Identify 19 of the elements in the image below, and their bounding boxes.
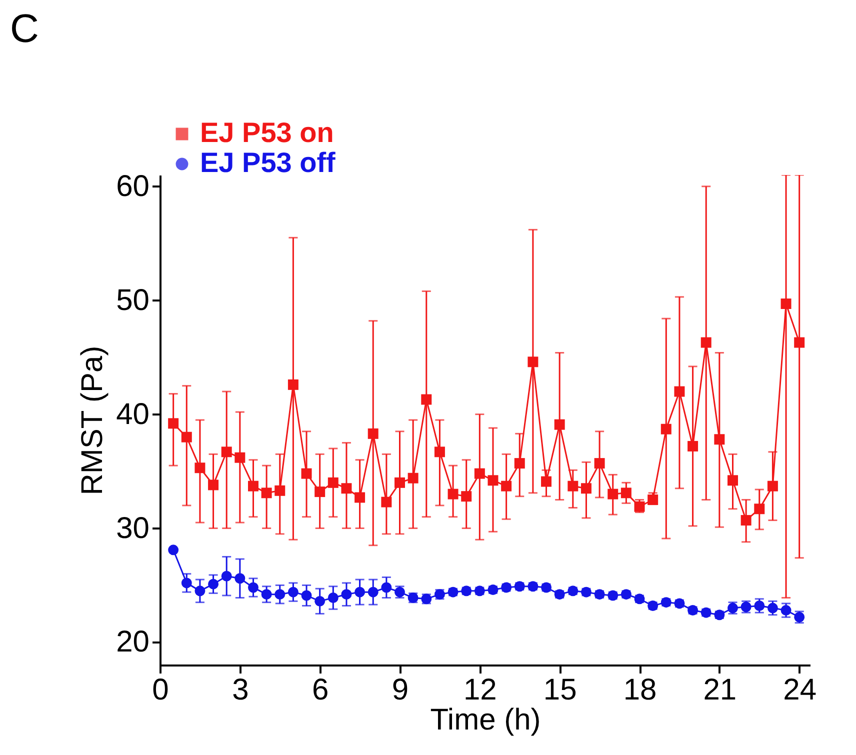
y-tick-label: 60 [116, 170, 150, 203]
x-tick-label: 21 [703, 674, 737, 706]
x-tick-label: 3 [232, 674, 249, 706]
legend-label: EJ P53 on [200, 117, 334, 148]
y-axis-title: RMST (Pa) [76, 346, 110, 496]
x-tick-label: 12 [463, 674, 497, 706]
y-tick-label: 40 [116, 398, 150, 431]
x-tick-label: 0 [152, 674, 169, 706]
x-tick-label: 6 [312, 674, 329, 706]
y-tick-label: 50 [116, 284, 150, 317]
y-tick-label: 20 [116, 626, 150, 659]
x-tick-label: 18 [623, 674, 657, 706]
x-tick-label: 15 [543, 674, 577, 706]
legend-label: EJ P53 off [200, 147, 336, 178]
y-tick-label: 30 [116, 512, 150, 545]
chart-title: C [10, 7, 39, 51]
x-tick-label: 24 [783, 674, 817, 706]
x-tick-label: 9 [392, 674, 409, 706]
x-axis-title: Time (h) [430, 704, 541, 736]
